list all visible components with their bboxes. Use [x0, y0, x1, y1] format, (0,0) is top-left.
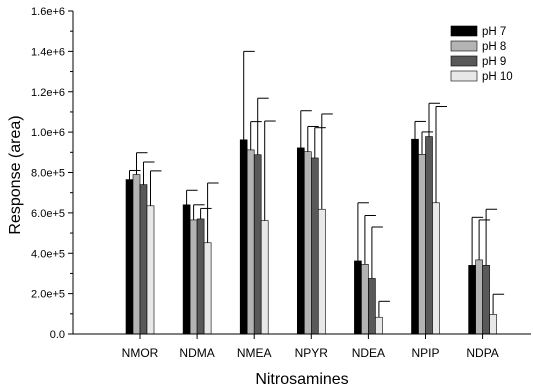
bar-npyr-ph9: [310, 157, 319, 335]
bar-ndpa-ph8: [475, 259, 483, 335]
bar-nmea-ph8: [246, 149, 255, 335]
legend-swatch: [450, 25, 478, 37]
bar-nmor-ph7: [125, 179, 134, 335]
x-tick-label: NMOR: [122, 346, 159, 360]
x-tick-label: NMEA: [237, 346, 272, 360]
y-tick-label: 6.0e+5: [31, 208, 65, 220]
y-tick-label: 1.6e+6: [31, 6, 65, 18]
legend-swatch: [450, 55, 478, 67]
y-tick-label: 8.0e+5: [31, 168, 65, 180]
bar-ndea-ph9: [368, 278, 376, 335]
bar-ndpa-ph7: [468, 265, 476, 335]
legend: pH 7 pH 8 pH 9 pH 10: [450, 25, 513, 83]
bars-layer: [125, 136, 497, 335]
legend-swatch: [450, 70, 478, 82]
y-tick-label: 1.2e+6: [31, 87, 65, 99]
axes-layer: 0.0 2.0e+5 4.0e+5 6.0e+5 8.0e+5 1.0e+6 1.2e+6 1…: [31, 6, 531, 360]
bar-ndma-ph7: [182, 204, 191, 335]
bar-ndea-ph10: [375, 316, 383, 335]
x-tick-label: NDPA: [466, 346, 498, 360]
bar-nmea-ph7: [239, 139, 248, 335]
x-tick-label: NPIP: [411, 346, 439, 360]
bar-ndpa-ph10: [489, 314, 497, 335]
bar-nmea-ph10: [260, 220, 269, 335]
y-tick-label: 4.0e+5: [31, 248, 65, 260]
bar-npyr-ph10: [317, 208, 326, 335]
legend-label: pH 10: [482, 71, 513, 83]
bar-ndma-ph9: [196, 218, 205, 335]
error-bars-layer: [129, 50, 505, 318]
bar-ndpa-ph9: [482, 265, 490, 335]
y-axis-title: Response (area): [7, 115, 24, 234]
y-tick-label: 1.4e+6: [31, 46, 65, 58]
x-tick-label: NPYR: [295, 346, 329, 360]
y-tick-label: 0.0: [50, 329, 65, 341]
legend-label: pH 8: [482, 41, 506, 53]
x-tick-label: NDEA: [352, 346, 385, 360]
bar-ndea-ph8: [361, 264, 369, 335]
bar-npip-ph8: [418, 154, 426, 335]
y-tick-label: 1.0e+6: [31, 127, 65, 139]
bar-nmor-ph10: [146, 205, 155, 335]
y-tick-label: 2.0e+5: [31, 289, 65, 301]
x-tick-label: NDMA: [179, 346, 214, 360]
legend-label: pH 9: [482, 56, 506, 68]
bar-npyr-ph8: [303, 151, 312, 335]
x-axis-title: Nitrosamines: [255, 371, 348, 388]
bar-npyr-ph7: [296, 147, 305, 335]
bar-nmor-ph9: [139, 184, 148, 335]
bar-ndea-ph7: [354, 260, 362, 335]
bar-npip-ph7: [411, 138, 419, 335]
bar-ndma-ph10: [203, 242, 212, 335]
bar-nmea-ph9: [253, 154, 262, 335]
bar-nmor-ph8: [132, 174, 141, 335]
legend-label: pH 7: [482, 26, 506, 38]
bar-npip-ph9: [425, 136, 433, 335]
bar-npip-ph10: [432, 202, 440, 335]
bar-ndma-ph8: [189, 219, 198, 335]
legend-swatch: [450, 40, 478, 52]
